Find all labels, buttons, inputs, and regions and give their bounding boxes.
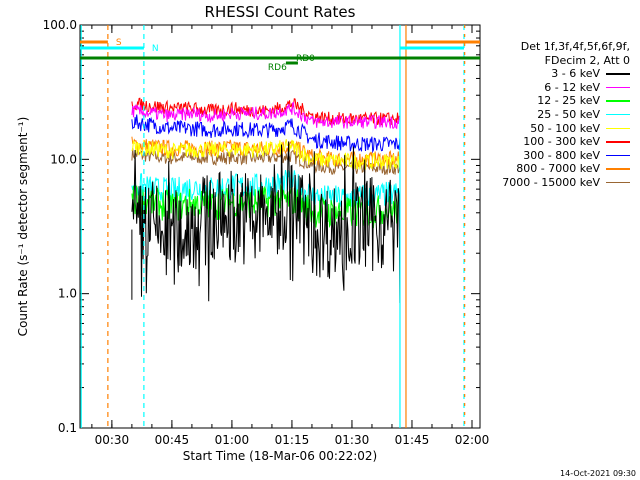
flag-label-s: S [116,38,122,48]
legend-item: 50 - 100 keV [480,122,636,136]
y-tick-label: 0.1 [58,421,77,435]
legend-swatch [606,73,630,75]
x-axis-label: Start Time (18-Mar-06 00:22:02) [183,449,377,463]
marker-layer: S N RD0 RD6 [80,25,480,428]
flag-label-rd6: RD6 [268,63,287,73]
x-tick-label: 02:00 [455,433,490,447]
legend-label: 800 - 7000 keV [516,162,600,176]
series-line-7 [131,114,401,154]
legend-label: 25 - 50 keV [537,107,600,121]
legend-item: 6 - 12 keV [480,81,636,95]
legend-label: 100 - 300 keV [523,135,600,149]
legend-item: 300 - 800 keV [480,149,636,163]
x-tick-label: 01:15 [275,433,310,447]
legend-label: 6 - 12 keV [544,80,600,94]
legend-item: 12 - 25 keV [480,94,636,108]
series-layer [131,97,401,304]
legend-header-decimation: FDecim 2, Att 0 [544,53,630,67]
legend-swatch [606,141,630,143]
y-tick-label: 10.0 [50,152,77,166]
y-tick-label: 1.0 [58,287,77,301]
y-tick-label: 100.0 [43,18,77,32]
series-line-1 [131,141,401,304]
x-tick-label: 01:00 [215,433,250,447]
legend-label: 7000 - 15000 keV [502,175,600,189]
axes: RHESSI Count Rates 0.1 1.0 10.0 100.0 00:30 00… [16,3,489,463]
legend: Det 1f,3f,4f,5f,6f,9f, FDecim 2, Att 0 3… [480,40,636,190]
legend-label: 3 - 6 keV [551,67,600,81]
legend-label: 300 - 800 keV [523,148,600,162]
plot-frame [79,24,481,429]
legend-label: 50 - 100 keV [530,121,600,135]
x-tick-label: 00:45 [155,433,190,447]
legend-item: 800 - 7000 keV [480,162,636,176]
footer-timestamp: 14-Oct-2021 09:30 [560,469,636,478]
legend-swatch [606,127,630,130]
legend-swatch [606,154,630,157]
legend-swatch [606,181,630,184]
legend-item: 3 - 6 keV [480,67,636,81]
flag-label-n: N [152,44,159,54]
x-tick-label: 01:45 [395,433,430,447]
x-tick-label: 01:30 [335,433,370,447]
x-tick-label: 00:30 [95,433,130,447]
chart-title: RHESSI Count Rates [205,3,356,21]
legend-item: 100 - 300 keV [480,135,636,149]
legend-item: 7000 - 15000 keV [480,176,636,190]
legend-swatch [606,100,630,102]
series-line-2 [131,101,401,130]
legend-swatch [606,86,630,89]
legend-swatch [606,168,630,170]
flag-label-rd0: RD0 [296,54,315,64]
series-line-5 [131,139,401,170]
series-line-9 [131,148,401,176]
legend-label: 12 - 25 keV [537,94,600,108]
y-axis-label: Count Rate (s⁻¹ detector segment⁻¹) [16,117,30,337]
legend-item: 25 - 50 keV [480,108,636,122]
legend-header-detectors: Det 1f,3f,4f,5f,6f,9f, [520,40,630,53]
legend-swatch [606,113,630,116]
